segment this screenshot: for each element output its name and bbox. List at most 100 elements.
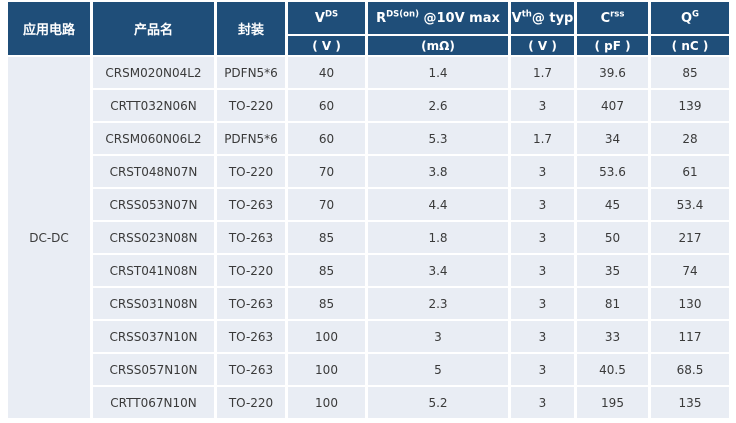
cell-crss: 34 — [577, 123, 648, 154]
cell-product: CRSS053N07N — [93, 189, 214, 220]
cell-product: CRSM020N04L2 — [93, 57, 214, 88]
unit-vds: ( V ) — [288, 36, 365, 55]
cell-vth: 3 — [511, 321, 574, 352]
cell-product: CRST048N07N — [93, 156, 214, 187]
cell-package: TO-263 — [217, 321, 285, 352]
header-application-circuit: 应用电路 — [8, 2, 90, 55]
header-row-main: 应用电路 产品名 封装 VDS RDS(on) @10V max Vth@ ty… — [8, 2, 729, 55]
cell-rds: 5 — [368, 354, 508, 385]
header-crss: Crss — [577, 2, 648, 34]
cell-package: TO-263 — [217, 288, 285, 319]
header-crss-base: C — [600, 10, 611, 26]
cell-package: PDFN5*6 — [217, 123, 285, 154]
cell-vds: 70 — [288, 189, 365, 220]
cell-crss: 407 — [577, 90, 648, 121]
header-qg-base: Q — [680, 10, 693, 26]
table-row: CRTT032N06N TO-220 60 2.6 3 407 139 — [8, 90, 729, 121]
unit-rds: (mΩ) — [368, 36, 508, 55]
cell-vth: 3 — [511, 387, 574, 418]
cell-vds: 85 — [288, 288, 365, 319]
cell-crss: 33 — [577, 321, 648, 352]
cell-rds: 3.8 — [368, 156, 508, 187]
cell-package: TO-220 — [217, 156, 285, 187]
header-package: 封装 — [217, 2, 285, 55]
table-row: CRTT067N10N TO-220 100 5.2 3 195 135 — [8, 387, 729, 418]
cell-rds: 4.4 — [368, 189, 508, 220]
table-row: DC-DC CRSM020N04L2 PDFN5*6 40 1.4 1.7 39… — [8, 57, 729, 418]
cell-package: TO-220 — [217, 255, 285, 286]
header-vth: Vth@ typ — [511, 2, 574, 34]
cell-crss: 35 — [577, 255, 648, 286]
cell-crss: 40.5 — [577, 354, 648, 385]
header-rds-sup: DS(on) — [386, 9, 419, 20]
header-vds-sup: DS — [324, 9, 339, 20]
cell-vth: 1.7 — [511, 57, 574, 88]
header-rds-rest: @10V max — [418, 10, 500, 26]
cell-rds: 3.4 — [368, 255, 508, 286]
cell-package: TO-220 — [217, 387, 285, 418]
cell-rds: 1.8 — [368, 222, 508, 253]
cell-vds: 100 — [288, 321, 365, 352]
cell-rds: 2.6 — [368, 90, 508, 121]
cell-vds: 85 — [288, 222, 365, 253]
table-row: CRSS037N10N TO-263 100 3 3 33 117 — [8, 321, 729, 352]
cell-rds: 5.3 — [368, 123, 508, 154]
cell-rds: 1.4 — [368, 57, 508, 88]
unit-vth: ( V ) — [511, 36, 574, 55]
cell-qg: 130 — [651, 288, 729, 319]
cell-vds: 70 — [288, 156, 365, 187]
cell-crss: 50 — [577, 222, 648, 253]
cell-qg: 61 — [651, 156, 729, 187]
cell-qg: 117 — [651, 321, 729, 352]
cell-qg: 85 — [651, 57, 729, 88]
cell-crss: 195 — [577, 387, 648, 418]
cell-vds: 40 — [288, 57, 365, 88]
cell-package: PDFN5*6 — [217, 57, 285, 88]
cell-rds: 5.2 — [368, 387, 508, 418]
cell-product: CRSS023N08N — [93, 222, 214, 253]
cell-crss: 45 — [577, 189, 648, 220]
cell-product: CRSS037N10N — [93, 321, 214, 352]
table-row: CRSM060N06L2 PDFN5*6 60 5.3 1.7 34 28 — [8, 123, 729, 154]
table-header: 应用电路 产品名 封装 VDS RDS(on) @10V max Vth@ ty… — [8, 2, 729, 55]
cell-qg: 135 — [651, 387, 729, 418]
cell-vth: 3 — [511, 156, 574, 187]
cell-vth: 3 — [511, 255, 574, 286]
header-vds-base: V — [314, 10, 325, 26]
cell-package: TO-263 — [217, 222, 285, 253]
cell-vds: 100 — [288, 354, 365, 385]
cell-vds: 85 — [288, 255, 365, 286]
application-group-cell: DC-DC — [8, 57, 90, 418]
cell-vds: 100 — [288, 387, 365, 418]
cell-qg: 68.5 — [651, 354, 729, 385]
header-vth-base: V — [511, 10, 522, 26]
header-row-units: ( V ) (mΩ) ( V ) ( pF ) ( nC ) — [8, 36, 729, 55]
cell-product: CRST041N08N — [93, 255, 214, 286]
header-qg: QG — [651, 2, 729, 34]
cell-vth: 3 — [511, 189, 574, 220]
table-row: CRSS053N07N TO-263 70 4.4 3 45 53.4 — [8, 189, 729, 220]
cell-crss: 81 — [577, 288, 648, 319]
header-product-name: 产品名 — [93, 2, 214, 55]
table-body: DC-DC CRSM020N04L2 PDFN5*6 40 1.4 1.7 39… — [8, 57, 729, 418]
cell-rds: 3 — [368, 321, 508, 352]
header-vth-sup: th — [521, 9, 532, 20]
table-row: CRSS023N08N TO-263 85 1.8 3 50 217 — [8, 222, 729, 253]
unit-qg: ( nC ) — [651, 36, 729, 55]
cell-package: TO-220 — [217, 90, 285, 121]
cell-product: CRTT067N10N — [93, 387, 214, 418]
header-vth-rest: @ typ — [531, 10, 574, 26]
header-rds-base: R — [376, 10, 387, 26]
cell-crss: 53.6 — [577, 156, 648, 187]
cell-vds: 60 — [288, 123, 365, 154]
cell-vds: 60 — [288, 90, 365, 121]
header-vds: VDS — [288, 2, 365, 34]
cell-vth: 1.7 — [511, 123, 574, 154]
table-row: CRSS057N10N TO-263 100 5 3 40.5 68.5 — [8, 354, 729, 385]
cell-crss: 39.6 — [577, 57, 648, 88]
unit-crss: ( pF ) — [577, 36, 648, 55]
cell-product: CRSS031N08N — [93, 288, 214, 319]
cell-vth: 3 — [511, 222, 574, 253]
cell-vth: 3 — [511, 90, 574, 121]
cell-vth: 3 — [511, 288, 574, 319]
